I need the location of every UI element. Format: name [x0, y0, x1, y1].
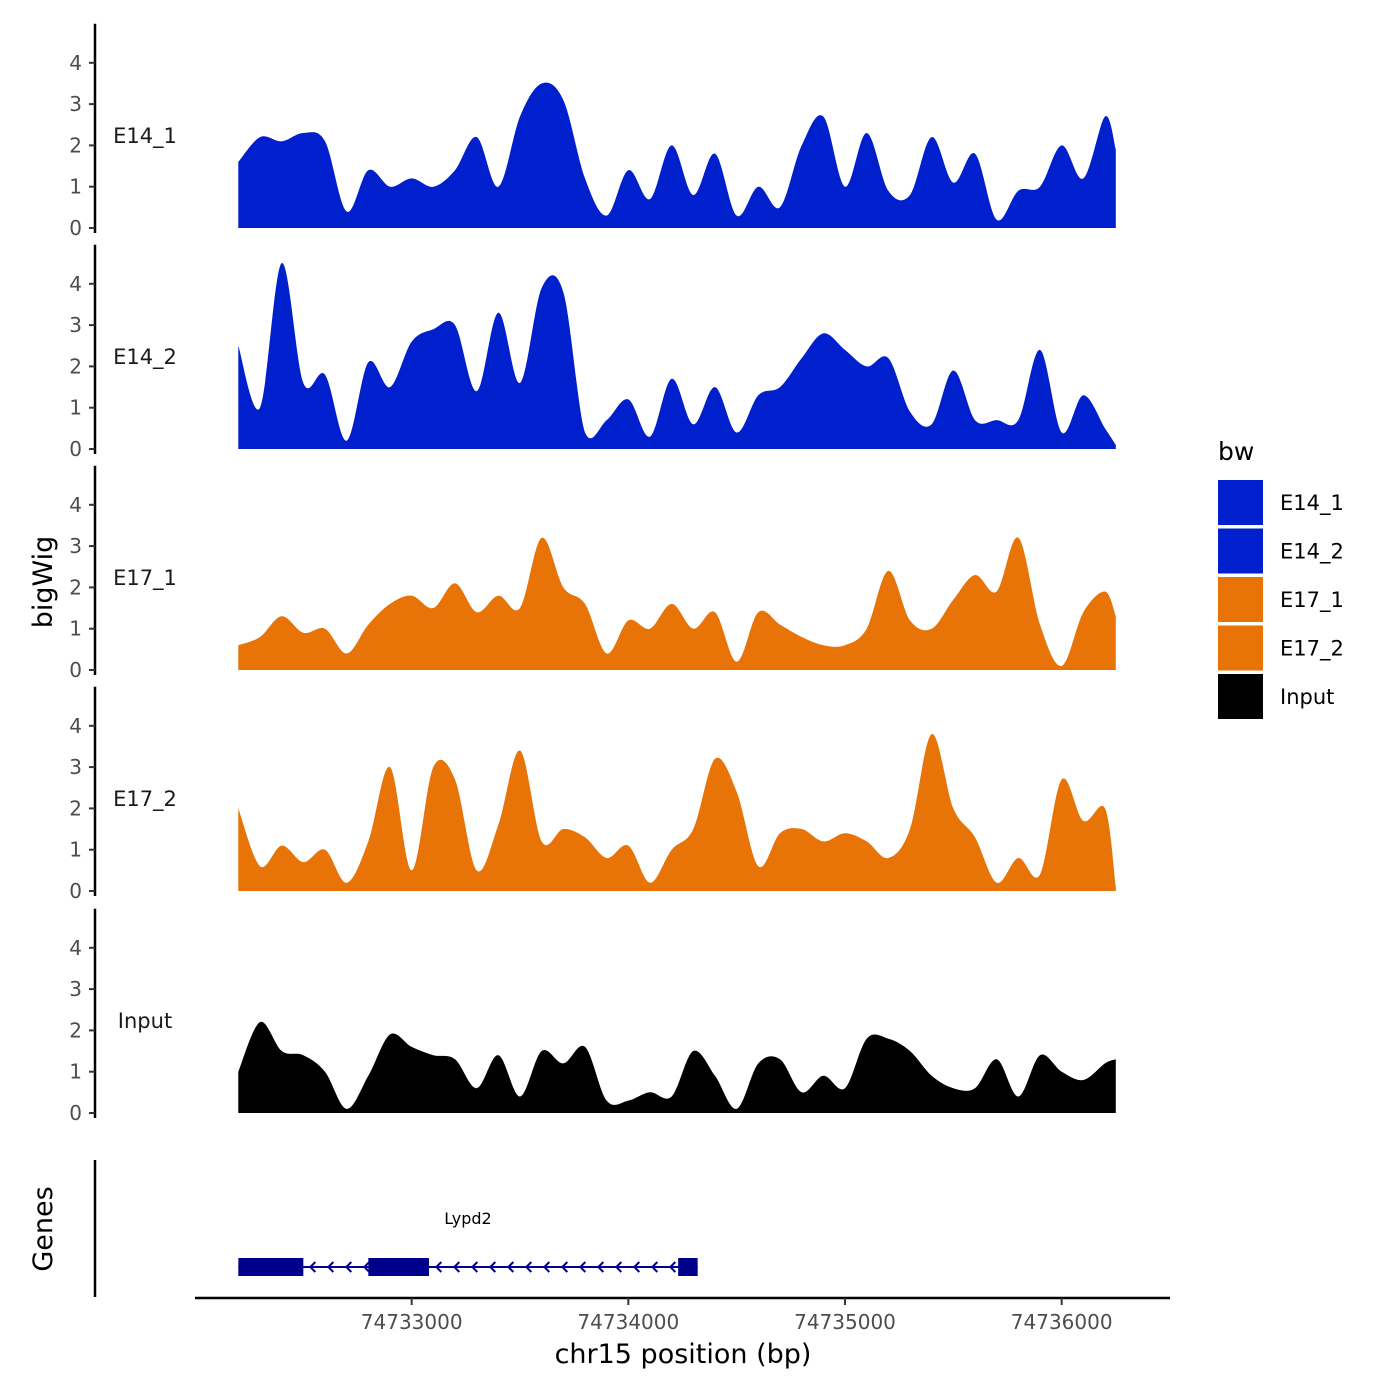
strand-arrow — [524, 1261, 533, 1273]
y-tick-label: 0 — [69, 216, 82, 240]
series-area-E17_1 — [238, 537, 1116, 670]
gene-exon — [678, 1258, 698, 1276]
legend-key-E14_1 — [1218, 480, 1263, 525]
y-tick-label: 1 — [69, 617, 82, 641]
gene-exon — [368, 1258, 429, 1276]
strand-arrow — [632, 1261, 641, 1273]
gene-track: Lypd2 — [93, 1160, 698, 1297]
series-area-Input — [238, 1021, 1116, 1113]
series-area-E17_2 — [238, 733, 1116, 891]
legend-label: E17_2 — [1280, 637, 1344, 662]
track-label: E14_2 — [113, 345, 177, 370]
y-tick-label: 3 — [69, 755, 82, 779]
y-tick-label: 3 — [69, 977, 82, 1001]
legend-key-E17_2 — [1218, 625, 1263, 671]
legend-label: E14_1 — [1280, 491, 1344, 516]
y-tick-label: 0 — [69, 658, 82, 682]
track-E17_2: 0 1 2 3 4 E17_2 — [69, 686, 1116, 903]
track-label: E17_1 — [113, 566, 177, 591]
strand-arrow — [434, 1261, 443, 1273]
y-tick-label: 2 — [69, 796, 82, 820]
strand-arrow — [650, 1261, 659, 1273]
y-axis-title: bigWig — [28, 536, 59, 629]
gene-exon — [238, 1258, 304, 1276]
track-E17_1: 0 1 2 3 4 E17_1 — [69, 465, 1116, 682]
strand-arrow — [452, 1261, 461, 1273]
y-tick-label: 1 — [69, 175, 82, 199]
y-tick-label: 1 — [69, 838, 82, 862]
legend-label: Input — [1280, 685, 1334, 709]
y-tick-label: 0 — [69, 437, 82, 461]
strand-arrow — [308, 1261, 317, 1273]
gene-name-label: Lypd2 — [444, 1209, 491, 1228]
legend-key-E17_1 — [1218, 577, 1263, 622]
gene-track-title: Genes — [28, 1186, 59, 1271]
y-tick-label: 4 — [69, 493, 82, 517]
x-tick-label: 74733000 — [361, 1310, 463, 1334]
legend-key-Input — [1218, 674, 1263, 719]
track-E14_2: 0 1 2 3 4 E14_2 — [69, 244, 1116, 461]
x-tick-label: 74734000 — [577, 1310, 679, 1334]
y-tick-label: 0 — [69, 879, 82, 903]
legend-label: E14_2 — [1280, 540, 1344, 565]
x-tick-label: 74736000 — [1011, 1310, 1113, 1334]
y-tick-label: 2 — [69, 133, 82, 157]
y-tick-label: 3 — [69, 313, 82, 337]
strand-arrow — [362, 1261, 371, 1273]
strand-arrow — [542, 1261, 551, 1273]
legend: bw E14_1 E14_2 E17_1 E17_2 Input — [1218, 437, 1344, 719]
y-tick-label: 2 — [69, 575, 82, 599]
strand-arrow — [506, 1261, 515, 1273]
y-tick-label: 4 — [69, 51, 82, 75]
strand-arrow — [596, 1261, 605, 1273]
signal-tracks: 0 1 2 3 4 E14_1 0 1 2 3 4 E14_2 0 1 2 3 4 E17_1 0 1 2 3 4 E17_2… — [69, 23, 1116, 1125]
y-tick-label: 0 — [69, 1101, 82, 1125]
legend-key-E14_2 — [1218, 528, 1263, 574]
track-label: Input — [118, 1009, 172, 1033]
y-tick-label: 3 — [69, 534, 82, 558]
track-E14_1: 0 1 2 3 4 E14_1 — [69, 23, 1116, 240]
x-axis: 74733000 74734000 74735000 74736000 — [195, 1296, 1170, 1334]
y-tick-label: 4 — [69, 714, 82, 738]
track-Input: 0 1 2 3 4 Input — [69, 908, 1116, 1125]
strand-arrow — [668, 1261, 677, 1273]
series-area-E14_2 — [238, 262, 1116, 449]
track-label: E14_1 — [113, 124, 177, 149]
legend-title: bw — [1218, 437, 1254, 466]
y-tick-label: 4 — [69, 272, 82, 296]
strand-arrow — [470, 1261, 479, 1273]
legend-label: E17_1 — [1280, 588, 1344, 613]
y-tick-label: 4 — [69, 936, 82, 960]
y-tick-label: 1 — [69, 396, 82, 420]
series-area-E14_1 — [238, 82, 1116, 228]
y-tick-label: 1 — [69, 1060, 82, 1084]
track-label: E17_2 — [113, 787, 177, 812]
x-tick-label: 74735000 — [794, 1310, 896, 1334]
x-axis-title: chr15 position (bp) — [555, 1339, 812, 1370]
strand-arrow — [560, 1261, 569, 1273]
y-tick-label: 3 — [69, 92, 82, 116]
y-tick-label: 2 — [69, 354, 82, 378]
y-tick-label: 2 — [69, 1018, 82, 1042]
strand-arrow — [326, 1261, 335, 1273]
strand-arrow — [488, 1261, 497, 1273]
strand-arrow — [578, 1261, 587, 1273]
gene-Lypd2: Lypd2 — [238, 1209, 698, 1276]
strand-arrow — [344, 1261, 353, 1273]
strand-arrow — [614, 1261, 623, 1273]
